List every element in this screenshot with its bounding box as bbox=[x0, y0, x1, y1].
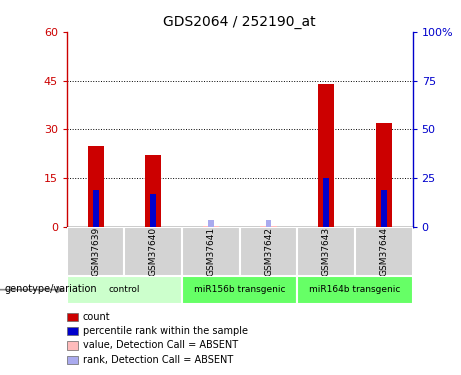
FancyBboxPatch shape bbox=[182, 276, 297, 304]
Text: value, Detection Call = ABSENT: value, Detection Call = ABSENT bbox=[83, 340, 238, 350]
Text: control: control bbox=[109, 285, 140, 294]
Bar bbox=[376, 123, 392, 227]
Bar bbox=[381, 190, 387, 227]
Text: GSM37644: GSM37644 bbox=[379, 227, 388, 276]
Bar bbox=[93, 190, 99, 227]
FancyBboxPatch shape bbox=[67, 227, 124, 276]
FancyBboxPatch shape bbox=[240, 227, 297, 276]
Text: miR156b transgenic: miR156b transgenic bbox=[194, 285, 285, 294]
Bar bbox=[145, 155, 161, 227]
Text: GSM37641: GSM37641 bbox=[207, 226, 215, 276]
Bar bbox=[203, 226, 219, 227]
Bar bbox=[323, 178, 329, 227]
Bar bbox=[203, 226, 219, 227]
FancyBboxPatch shape bbox=[182, 227, 240, 276]
FancyBboxPatch shape bbox=[67, 276, 182, 304]
Bar bbox=[260, 226, 277, 227]
Bar bbox=[208, 220, 214, 227]
Text: GSM37642: GSM37642 bbox=[264, 227, 273, 276]
Bar bbox=[150, 194, 156, 227]
Text: GSM37640: GSM37640 bbox=[149, 226, 158, 276]
FancyBboxPatch shape bbox=[355, 227, 413, 276]
Text: genotype/variation: genotype/variation bbox=[5, 285, 97, 294]
FancyBboxPatch shape bbox=[297, 227, 355, 276]
Text: count: count bbox=[83, 312, 111, 322]
Text: percentile rank within the sample: percentile rank within the sample bbox=[83, 326, 248, 336]
Bar bbox=[88, 146, 104, 227]
FancyBboxPatch shape bbox=[297, 276, 413, 304]
Bar bbox=[260, 226, 277, 227]
Text: miR164b transgenic: miR164b transgenic bbox=[309, 285, 401, 294]
Text: rank, Detection Call = ABSENT: rank, Detection Call = ABSENT bbox=[83, 355, 233, 364]
Bar bbox=[266, 220, 272, 227]
Bar bbox=[318, 84, 334, 227]
Text: GSM37643: GSM37643 bbox=[322, 226, 331, 276]
Title: GDS2064 / 252190_at: GDS2064 / 252190_at bbox=[163, 15, 316, 30]
FancyBboxPatch shape bbox=[124, 227, 182, 276]
Text: GSM37639: GSM37639 bbox=[91, 226, 100, 276]
